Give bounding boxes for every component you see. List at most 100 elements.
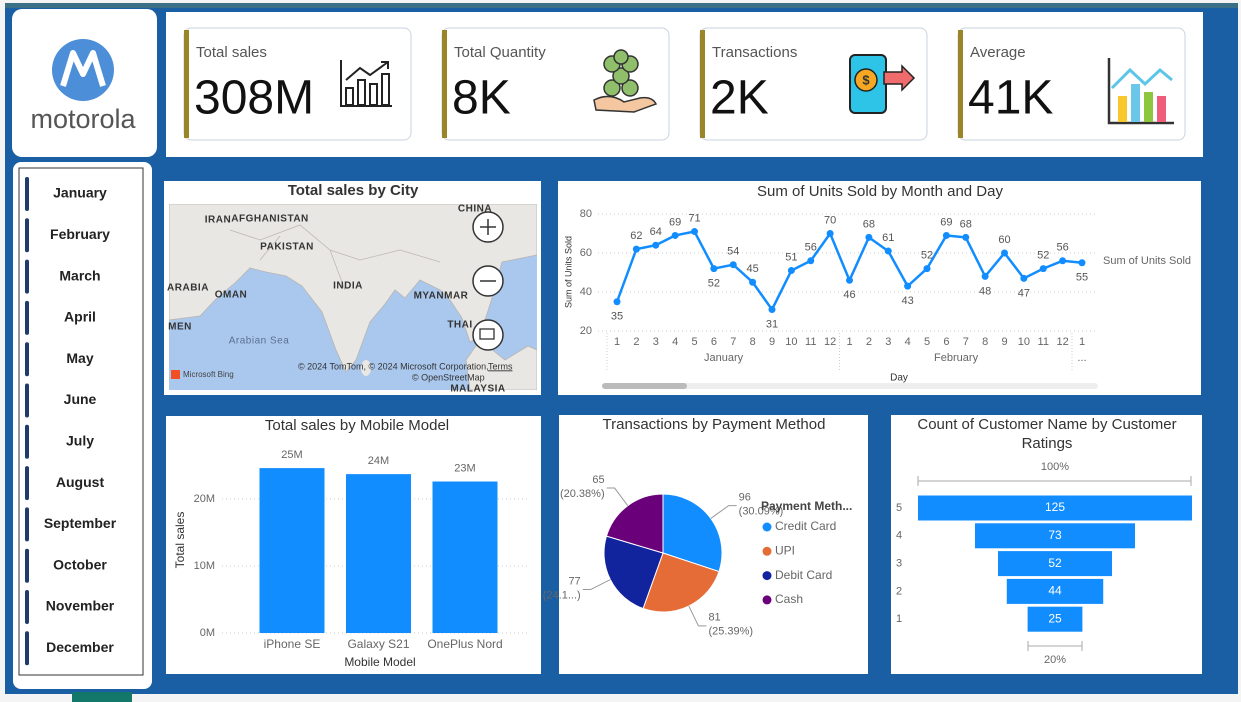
slicer-accent: [25, 631, 29, 666]
data-label: 62: [630, 230, 642, 242]
x-group-label: February: [934, 352, 979, 364]
slicer-accent: [25, 218, 29, 253]
slicer-item[interactable]: [25, 217, 142, 254]
map-place: OMAN: [215, 290, 248, 301]
legend-marker: [762, 546, 772, 556]
y-tick-label: 20M: [194, 493, 215, 505]
leader-line: [606, 487, 629, 506]
slicer-item[interactable]: [25, 176, 142, 212]
x-tick-label: 11: [805, 336, 816, 348]
x-tick-label: 2: [633, 336, 639, 348]
chart-title: Total sales by City: [288, 182, 419, 199]
map-place: ARABIA: [167, 283, 209, 294]
data-label: 125: [1045, 500, 1065, 514]
point: [1059, 257, 1067, 265]
data-label: 73: [1048, 528, 1062, 542]
data-label: 68: [960, 218, 972, 230]
map-attribution: © 2024 TomTom, © 2024 Microsoft Corporat…: [298, 361, 489, 371]
map-place: PAKISTAN: [260, 242, 314, 253]
point: [942, 231, 950, 239]
legend-label: UPI: [775, 543, 795, 557]
bar: [432, 481, 498, 633]
funnel-bar: [1006, 578, 1104, 604]
data-label: 52: [1037, 250, 1049, 262]
slicer-item[interactable]: [25, 258, 142, 295]
data-label: 47: [1018, 287, 1030, 299]
slicer-item[interactable]: [25, 547, 142, 584]
x-tick-label: 1: [1079, 336, 1085, 348]
data-label: 70: [824, 214, 836, 226]
map-attribution: © OpenStreetMap: [412, 372, 485, 382]
point: [749, 278, 757, 286]
x-tick-label: 11: [1038, 336, 1049, 348]
map-place: CHINA: [458, 204, 492, 215]
card-accent: [958, 30, 963, 138]
icon-average: [1107, 58, 1174, 125]
point: [826, 230, 834, 237]
leader-line: [710, 505, 737, 519]
icon-transactions: $: [849, 54, 916, 114]
x-tick-label: 7: [963, 336, 969, 348]
percent-label: (20.38%): [560, 488, 605, 500]
slicer: January February March April May June July Augu…: [25, 176, 142, 667]
select-button[interactable]: [472, 319, 504, 351]
icon-quantity: [593, 49, 658, 113]
data-label: 52: [708, 278, 720, 290]
data-label: 71: [688, 212, 700, 224]
land: [465, 339, 537, 390]
x-tick-label: 10: [785, 336, 797, 348]
slicer-item[interactable]: [25, 299, 142, 336]
slicer-accent: [25, 259, 29, 294]
scrollbar-thumb[interactable]: [602, 383, 687, 389]
percent-label: (24.1...): [543, 589, 581, 601]
slicer-item[interactable]: [25, 341, 142, 378]
category-label: 3: [896, 558, 902, 570]
x-tick-label: 9: [1001, 336, 1007, 348]
slicer-item[interactable]: [25, 589, 142, 625]
data-label: 61: [882, 232, 894, 244]
slicer-item[interactable]: [25, 630, 142, 667]
funnel-bar: [974, 523, 1136, 549]
data-label: 56: [805, 242, 817, 254]
data-label: 56: [1057, 242, 1069, 254]
logo-mark: [60, 50, 106, 87]
data-label: 65: [592, 474, 604, 486]
card-value: 2K: [710, 72, 769, 125]
category-label: 5: [896, 502, 902, 514]
point: [962, 233, 970, 241]
y-tick-label: 60: [580, 247, 592, 259]
map-controls: [472, 211, 504, 351]
data-label: 55: [1076, 272, 1088, 284]
point: [865, 233, 873, 241]
land: [169, 204, 537, 373]
chart-title: Total sales by Mobile Model: [265, 417, 449, 434]
x-axis-title: Day: [890, 373, 908, 384]
card-title: Average: [970, 44, 1026, 61]
slicer-accent: [25, 590, 29, 624]
map-provider-icon: [171, 370, 180, 379]
card-value: 8K: [452, 72, 511, 125]
slicer-item[interactable]: [25, 465, 142, 502]
category-label: 2: [896, 585, 902, 597]
point: [807, 257, 815, 265]
slicer-item[interactable]: [25, 382, 142, 419]
slicer-accent: [25, 548, 29, 583]
card-accent: [700, 30, 705, 138]
data-label: 25M: [281, 449, 302, 461]
slicer-accent: [25, 177, 29, 211]
slicer-accent: [25, 342, 29, 377]
data-label: 54: [727, 246, 739, 258]
percent-label: (30.09%): [739, 505, 784, 517]
scrollbar[interactable]: [602, 383, 1098, 389]
slicer-item[interactable]: [25, 506, 142, 543]
point: [1020, 274, 1028, 282]
x-tick-label: 8: [750, 336, 756, 348]
y-tick-label: 80: [580, 208, 592, 220]
funnel-bar: [918, 495, 1192, 521]
legend-label: Sum of Units Sold: [1103, 255, 1191, 267]
slicer-label: March: [59, 267, 100, 283]
slicer-item[interactable]: [25, 423, 142, 460]
top-label: 100%: [1041, 461, 1069, 473]
bar: [259, 468, 325, 633]
